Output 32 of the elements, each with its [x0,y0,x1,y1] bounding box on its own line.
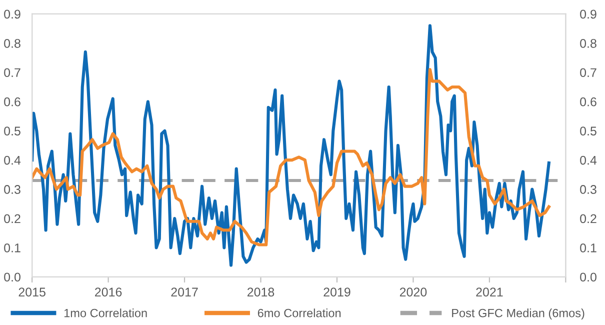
y-tick-label: 0.7 [4,68,20,78]
y2-tick-label: 0.8 [580,38,596,48]
y-tick-label: 0.3 [4,185,20,194]
y2-tick-label: 0.9 [580,10,596,19]
y2-tick-label: 0.1 [580,243,596,252]
x-tick-label: 2018 [247,288,274,296]
y2-tick-label: 0.7 [580,68,596,78]
x-tick-label: 2015 [18,288,46,296]
y2-tick-label: 0.6 [580,97,596,106]
x-tick-label: 2020 [400,288,427,296]
x-tick-label: 2017 [171,288,198,296]
y-tick-label: 0.2 [4,214,20,224]
y2-tick-label: 0.4 [580,156,597,165]
x-tick-label: 2016 [95,288,122,296]
y-tick-label: 0.9 [4,10,20,19]
line-series [32,68,550,246]
legend-label: 6mo Correlation [258,308,341,318]
y2-tick-label: 0.0 [580,272,596,282]
legend-label: 1mo Correlation [64,308,147,318]
y-tick-label: 0.5 [4,126,20,136]
y2-tick-label: 0.5 [580,126,596,136]
y2-tick-label: 0.2 [580,214,596,224]
legend-label: Post GFC Median (6mos) [452,308,584,320]
y-tick-label: 0.1 [4,243,20,252]
y2-tick-label: 0.3 [580,185,596,194]
x-tick-label: 2021 [476,288,503,296]
line-series [32,24,550,267]
y-tick-label: 0.0 [4,272,20,282]
y-tick-label: 0.6 [4,97,20,106]
y-tick-label: 0.8 [4,38,20,48]
y-tick-label: 0.4 [4,156,21,165]
x-tick-label: 2019 [324,288,350,296]
